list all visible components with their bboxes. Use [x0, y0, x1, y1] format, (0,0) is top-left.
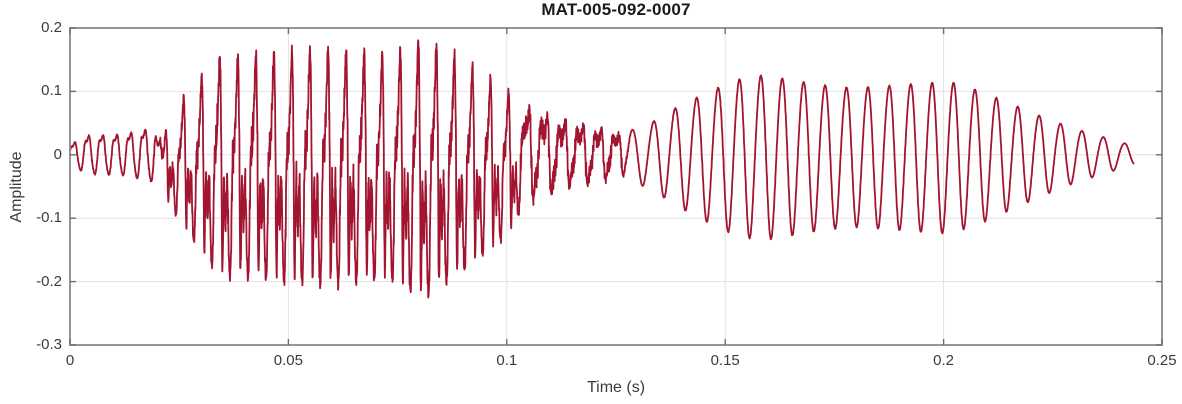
y-tick-label: -0.2	[36, 272, 62, 290]
x-tick-label: 0.1	[496, 352, 518, 369]
y-tick-label: -0.1	[36, 209, 62, 227]
x-tick-label: 0	[65, 352, 75, 369]
x-tick-label: 0.05	[273, 352, 303, 369]
x-tick-label: 0.15	[710, 352, 740, 369]
tick-marks	[69, 27, 1163, 346]
y-tick-label: 0.2	[41, 19, 62, 36]
grid-lines	[69, 27, 1163, 346]
x-axis-label: Time (s)	[586, 379, 646, 396]
chart-title: MAT-005-092-0007	[541, 0, 691, 19]
waveform-line	[70, 39, 1135, 299]
y-tick-label: -0.3	[36, 336, 62, 353]
x-tick-label: 0.25	[1147, 352, 1177, 369]
x-tick-label: 0.2	[933, 352, 955, 369]
y-tick-label: 0.1	[41, 82, 62, 100]
y-tick-label: 0	[53, 145, 62, 163]
axes-box	[69, 27, 1163, 346]
